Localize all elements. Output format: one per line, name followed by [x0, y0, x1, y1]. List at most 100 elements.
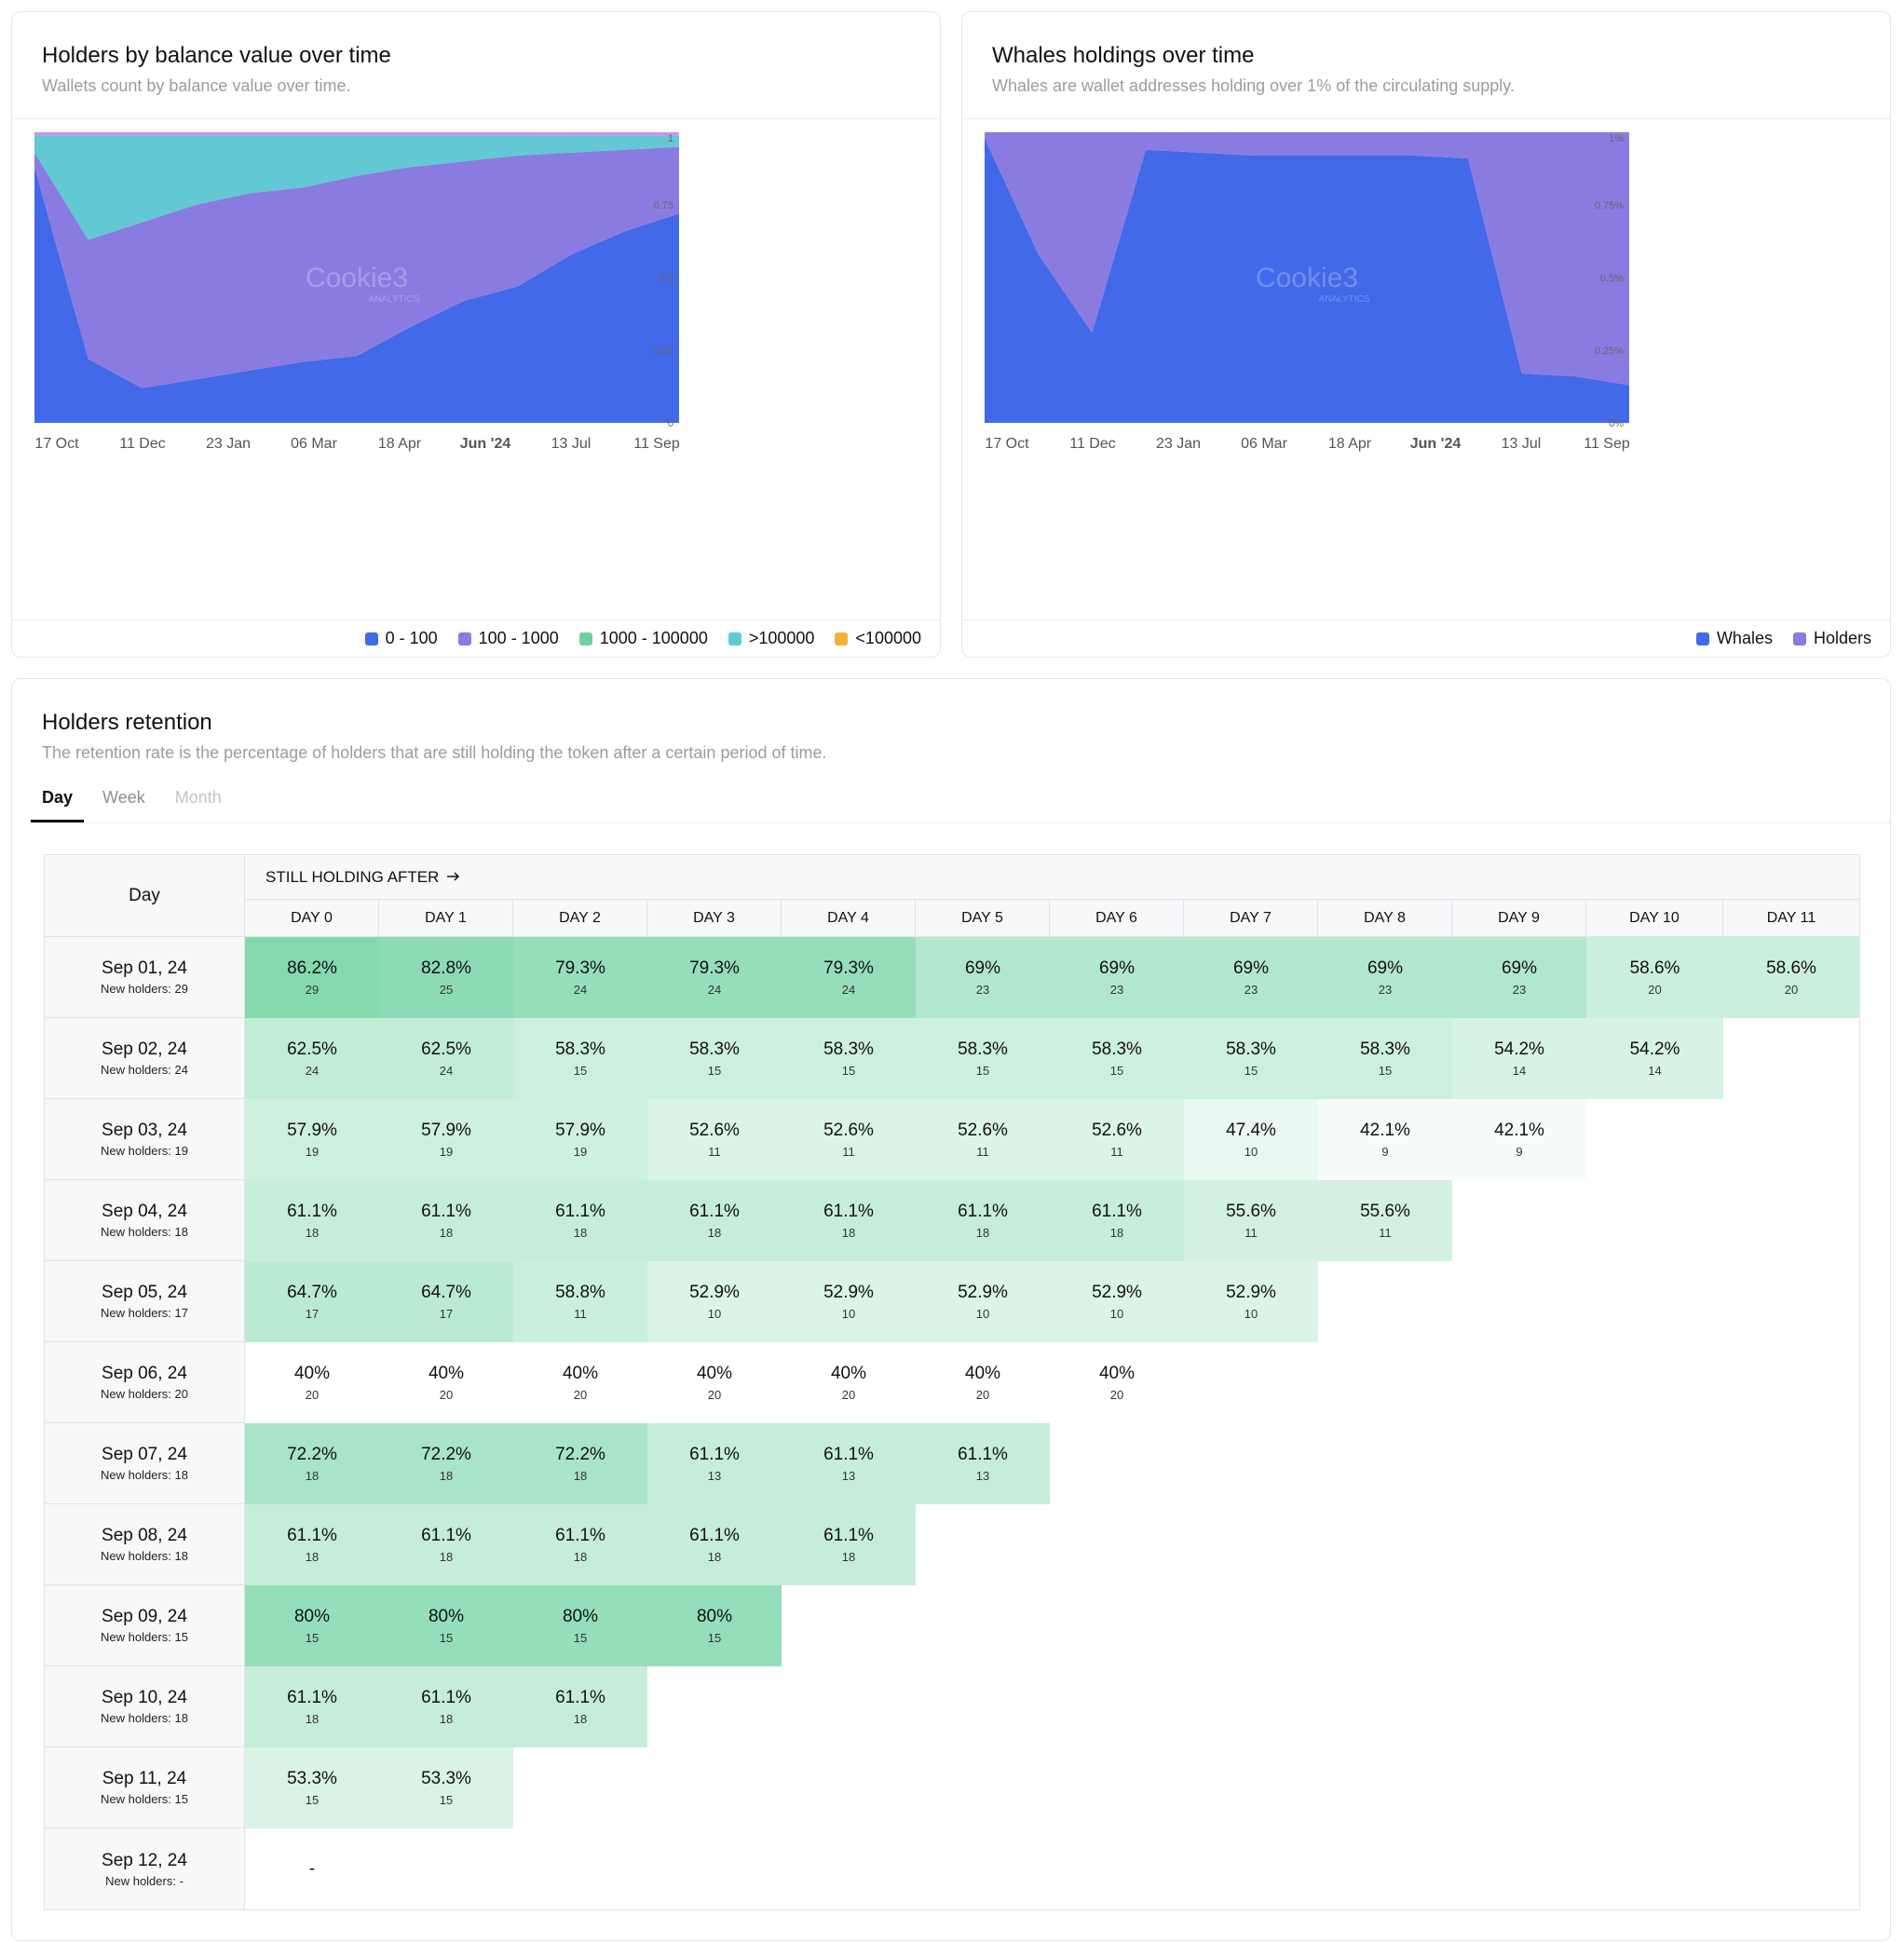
retention-cell[interactable]: 55.6% 11 — [1318, 1180, 1452, 1261]
retention-cell[interactable]: 61.1% 18 — [513, 1504, 647, 1585]
tab-week[interactable]: Week — [102, 788, 145, 807]
retention-cell[interactable]: 80% 15 — [647, 1585, 782, 1666]
retention-cell[interactable]: 58.3% 15 — [782, 1018, 916, 1099]
legend-item[interactable]: 0 - 100 — [364, 629, 438, 648]
retention-cell[interactable]: 64.7% 17 — [379, 1261, 513, 1342]
retention-cell[interactable]: 57.9% 19 — [379, 1099, 513, 1180]
legend-item[interactable]: >100000 — [728, 629, 814, 648]
retention-cell[interactable]: 79.3% 24 — [647, 937, 782, 1018]
day-column-header-cell[interactable]: DAY 2 — [513, 900, 647, 937]
retention-cell[interactable]: 54.2% 14 — [1452, 1018, 1586, 1099]
retention-cell[interactable]: 69% 23 — [1050, 937, 1184, 1018]
retention-cell[interactable]: 69% 23 — [1184, 937, 1318, 1018]
area-series--100000[interactable] — [34, 135, 679, 240]
tab-day[interactable]: Day — [31, 781, 85, 822]
day-column-header-cell[interactable]: DAY 5 — [916, 900, 1050, 937]
retention-cell[interactable]: 82.8% 25 — [379, 937, 513, 1018]
retention-cell[interactable]: 69% 23 — [916, 937, 1050, 1018]
area-series-100-1000[interactable] — [34, 146, 679, 388]
retention-cell[interactable]: 52.6% 11 — [1050, 1099, 1184, 1180]
retention-cell[interactable]: 52.6% 11 — [782, 1099, 916, 1180]
retention-cell[interactable]: 61.1% 18 — [379, 1180, 513, 1261]
day-column-header-cell[interactable]: DAY 6 — [1050, 900, 1184, 937]
retention-cell[interactable]: 61.1% 18 — [647, 1180, 782, 1261]
day-column-header-cell[interactable]: DAY 9 — [1452, 900, 1586, 937]
retention-cell[interactable]: 52.6% 11 — [647, 1099, 782, 1180]
retention-cell[interactable]: 61.1% 18 — [379, 1666, 513, 1747]
retention-cell[interactable]: 53.3% 15 — [245, 1747, 379, 1828]
retention-cell[interactable]: 57.9% 19 — [513, 1099, 647, 1180]
retention-cell[interactable]: 40% 20 — [245, 1342, 379, 1423]
retention-cell[interactable]: 40% 20 — [916, 1342, 1050, 1423]
retention-cell[interactable]: 58.3% 15 — [1184, 1018, 1318, 1099]
retention-cell[interactable]: 79.3% 24 — [513, 937, 647, 1018]
retention-cell[interactable]: 40% 20 — [513, 1342, 647, 1423]
retention-cell[interactable]: 52.9% 10 — [647, 1261, 782, 1342]
legend-item[interactable]: Holders — [1792, 629, 1871, 648]
retention-cell[interactable]: 61.1% 13 — [916, 1423, 1050, 1504]
retention-cell[interactable]: 58.3% 15 — [1318, 1018, 1452, 1099]
retention-cell[interactable]: 64.7% 17 — [245, 1261, 379, 1342]
day-column-header-cell[interactable]: DAY 7 — [1184, 900, 1318, 937]
retention-cell[interactable]: 61.1% 18 — [245, 1180, 379, 1261]
retention-cell[interactable]: 61.1% 18 — [513, 1666, 647, 1747]
retention-cell[interactable]: 52.9% 10 — [1050, 1261, 1184, 1342]
retention-cell[interactable]: 58.3% 15 — [916, 1018, 1050, 1099]
retention-cell[interactable]: 54.2% 14 — [1586, 1018, 1723, 1099]
area-series-0-100[interactable] — [34, 167, 679, 423]
retention-cell[interactable]: 80% 15 — [245, 1585, 379, 1666]
retention-cell[interactable]: 58.3% 15 — [513, 1018, 647, 1099]
retention-cell[interactable]: 61.1% 18 — [782, 1504, 916, 1585]
retention-cell[interactable]: 40% 20 — [1050, 1342, 1184, 1423]
retention-cell[interactable]: 61.1% 18 — [647, 1504, 782, 1585]
retention-cell[interactable]: 58.6% 20 — [1586, 937, 1723, 1018]
retention-cell[interactable]: 72.2% 18 — [513, 1423, 647, 1504]
retention-cell[interactable]: 47.4% 10 — [1184, 1099, 1318, 1180]
day-column-header-cell[interactable]: DAY 0 — [245, 900, 379, 937]
retention-cell[interactable]: 61.1% 13 — [782, 1423, 916, 1504]
legend-item[interactable]: 1000 - 100000 — [578, 629, 708, 648]
retention-cell[interactable]: - — [245, 1828, 379, 1909]
retention-cell[interactable]: 61.1% 18 — [782, 1180, 916, 1261]
retention-cell[interactable]: 79.3% 24 — [782, 937, 916, 1018]
retention-cell[interactable]: 42.1% 9 — [1452, 1099, 1586, 1180]
area-series-whales[interactable] — [985, 138, 1629, 423]
day-column-header-cell[interactable]: DAY 1 — [379, 900, 513, 937]
retention-cell[interactable]: 42.1% 9 — [1318, 1099, 1452, 1180]
retention-cell[interactable]: 69% 23 — [1318, 937, 1452, 1018]
retention-cell[interactable]: 61.1% 18 — [513, 1180, 647, 1261]
retention-cell[interactable]: 53.3% 15 — [379, 1747, 513, 1828]
retention-cell[interactable]: 80% 15 — [513, 1585, 647, 1666]
retention-cell[interactable]: 40% 20 — [782, 1342, 916, 1423]
retention-cell[interactable]: 69% 23 — [1452, 937, 1586, 1018]
retention-cell[interactable]: 72.2% 18 — [245, 1423, 379, 1504]
tab-month[interactable]: Month — [174, 788, 222, 807]
retention-cell[interactable]: 80% 15 — [379, 1585, 513, 1666]
retention-cell[interactable]: 61.1% 18 — [245, 1504, 379, 1585]
retention-cell[interactable]: 61.1% 18 — [245, 1666, 379, 1747]
day-column-header-cell[interactable]: DAY 4 — [782, 900, 916, 937]
legend-item[interactable]: 100 - 1000 — [457, 629, 559, 648]
retention-cell[interactable]: 52.9% 10 — [782, 1261, 916, 1342]
retention-cell[interactable]: 72.2% 18 — [379, 1423, 513, 1504]
retention-cell[interactable]: 86.2% 29 — [245, 937, 379, 1018]
retention-cell[interactable]: 61.1% 18 — [916, 1180, 1050, 1261]
day-column-header-cell[interactable]: DAY 10 — [1586, 900, 1723, 937]
retention-cell[interactable]: 52.9% 10 — [1184, 1261, 1318, 1342]
day-column-header-cell[interactable]: DAY 11 — [1723, 900, 1859, 937]
area-series-holders[interactable] — [985, 132, 1629, 386]
retention-cell[interactable]: 40% 20 — [379, 1342, 513, 1423]
legend-item[interactable]: Whales — [1695, 629, 1773, 648]
legend-item[interactable]: <100000 — [835, 629, 921, 648]
retention-cell[interactable]: 61.1% 18 — [1050, 1180, 1184, 1261]
retention-cell[interactable]: 57.9% 19 — [245, 1099, 379, 1180]
retention-cell[interactable]: 62.5% 24 — [379, 1018, 513, 1099]
retention-cell[interactable]: 52.6% 11 — [916, 1099, 1050, 1180]
retention-cell[interactable]: 62.5% 24 — [245, 1018, 379, 1099]
area-series--100000[interactable] — [34, 132, 679, 136]
retention-cell[interactable]: 58.3% 15 — [647, 1018, 782, 1099]
retention-cell[interactable]: 61.1% 18 — [379, 1504, 513, 1585]
retention-cell[interactable]: 58.6% 20 — [1723, 937, 1859, 1018]
